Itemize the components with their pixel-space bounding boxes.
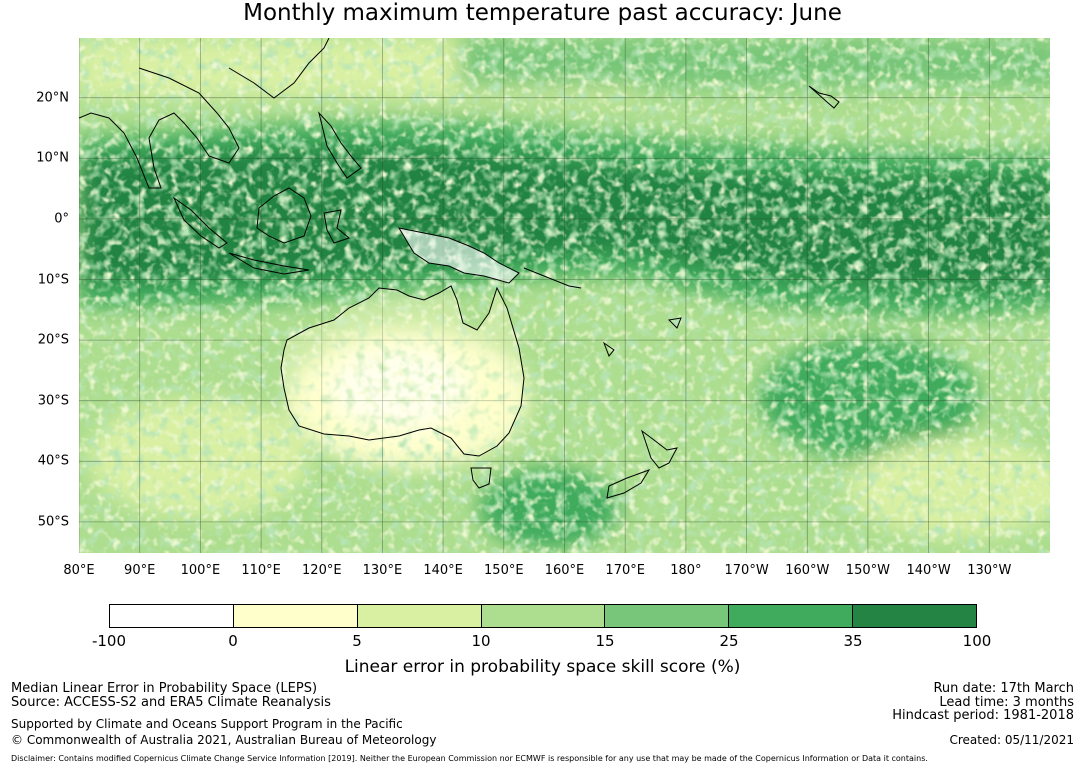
hindcast-period: Hindcast period: 1981-2018: [892, 708, 1074, 723]
colorbar-tick: 15: [595, 632, 615, 650]
coastline-new-guinea: [397, 227, 520, 284]
lon-label: 130°W: [967, 563, 1012, 578]
coastline-indochina: [79, 67, 240, 189]
coastline-new-zealand-south: [606, 469, 651, 499]
colorbar-label: Linear error in probability space skill …: [344, 657, 741, 677]
coastlines: [79, 38, 840, 499]
colorbar-swatch: [233, 605, 358, 627]
coastline-hawaii: [808, 85, 840, 109]
lat-label: 50°S: [37, 514, 69, 530]
source-text: Source: ACCESS-S2 and ERA5 Climate Reana…: [11, 695, 331, 710]
coastline-sumatra: [172, 196, 228, 249]
lon-label: 110°E: [241, 563, 281, 578]
coastline-fiji: [667, 317, 682, 329]
colorbar-tick: 25: [719, 632, 739, 650]
run-date: Run date: 17th March: [933, 681, 1074, 696]
coastline-java: [228, 252, 310, 275]
colorbar-swatch: [357, 605, 482, 627]
colorbar-tick: 100: [962, 632, 992, 650]
lat-label: 20°S: [37, 332, 69, 348]
colorbar-swatch: [605, 605, 730, 627]
lon-label: 170°E: [605, 563, 645, 578]
disclaimer-text: Disclaimer: Contains modified Copernicus…: [11, 754, 928, 763]
coastline-vanuatu: [602, 341, 615, 357]
support-text: Supported by Climate and Oceans Support …: [11, 717, 403, 731]
colorbar-swatch: [853, 605, 977, 627]
skill-texture-pale: [79, 38, 1050, 553]
lat-label: 40°S: [37, 453, 69, 469]
lon-label: 180°: [670, 563, 702, 578]
lon-label: 150°W: [845, 563, 890, 578]
lon-label: 140°W: [906, 563, 951, 578]
colorbar-swatch: [481, 605, 606, 627]
copyright-text: © Commonwealth of Australia 2021, Austra…: [11, 733, 437, 747]
coastline-china: [228, 38, 330, 99]
coastline-new-zealand-north: [641, 429, 678, 469]
lon-label: 80°E: [63, 563, 95, 578]
map-title: Monthly maximum temperature past accurac…: [243, 0, 842, 26]
skill-score-map: [79, 38, 1050, 553]
coastline-sulawesi: [323, 209, 351, 244]
colorbar-tick: 0: [228, 632, 238, 650]
colorbar: [109, 604, 977, 628]
coastline-australia: [280, 285, 525, 457]
lon-label: 140°E: [423, 563, 463, 578]
lon-label: 120°E: [302, 563, 342, 578]
lon-label: 160°W: [785, 563, 830, 578]
colorbar-tick: 5: [352, 632, 362, 650]
coastline-tasmania: [470, 467, 492, 489]
colorbar-tick: -100: [91, 632, 127, 650]
lon-label: 90°E: [124, 563, 156, 578]
lat-label: 30°S: [37, 393, 69, 409]
colorbar-swatch: [729, 605, 854, 627]
lat-label: 20°N: [36, 90, 69, 106]
lead-time: Lead time: 3 months: [939, 695, 1074, 710]
colorbar-swatch: [110, 605, 234, 627]
lon-label: 170°W: [724, 563, 769, 578]
colorbar-tick: 35: [843, 632, 863, 650]
coastline-borneo: [256, 187, 312, 244]
lon-label: 130°E: [362, 563, 403, 578]
coastline-solomon-islands: [523, 267, 582, 289]
lat-label: 0°: [54, 211, 69, 227]
lat-label: 10°S: [37, 272, 69, 287]
lat-label: 10°N: [36, 150, 69, 166]
coastline-philippines: [318, 111, 362, 179]
lon-label: 100°E: [180, 563, 221, 578]
created-date: Created: 05/11/2021: [949, 733, 1074, 747]
lon-label: 160°E: [544, 563, 585, 578]
colorbar-tick: 10: [471, 632, 491, 650]
graticule: [79, 38, 1050, 553]
lon-label: 150°E: [484, 563, 524, 578]
method-text: Median Linear Error in Probability Space…: [11, 681, 318, 696]
